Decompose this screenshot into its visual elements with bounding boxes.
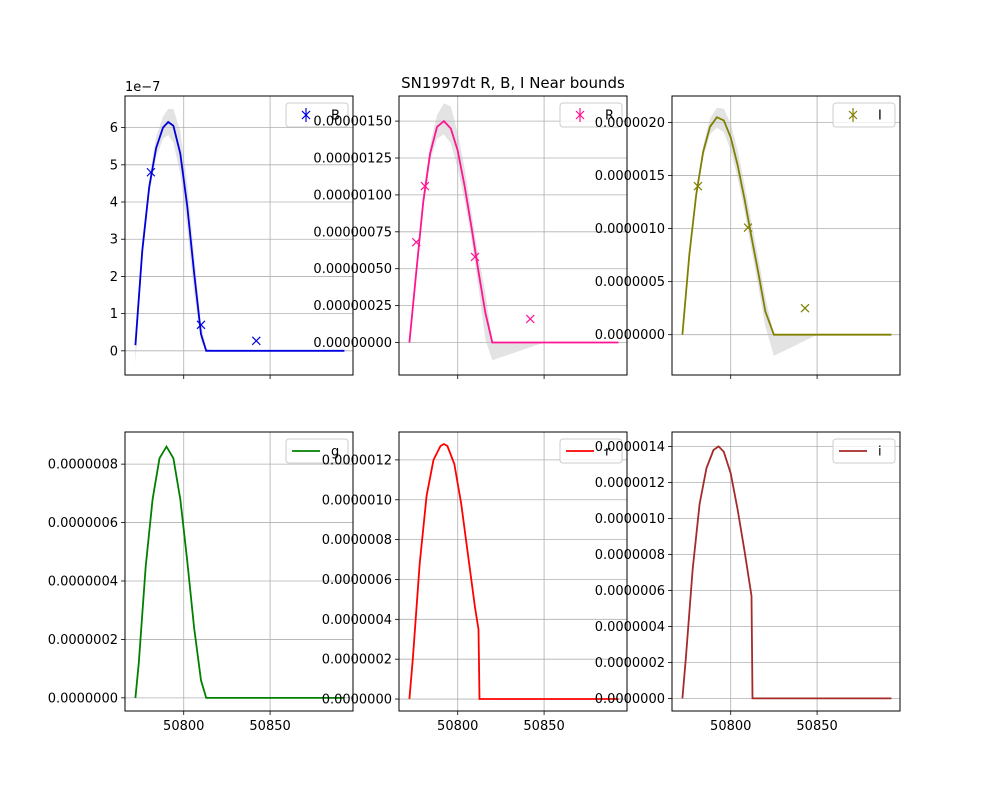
y-tick-label: 1	[110, 307, 118, 322]
y-tick-label: 0	[110, 344, 118, 359]
y-tick-label: 0.00000150	[313, 115, 392, 130]
x-tick-label: 50800	[710, 719, 751, 734]
subplot-6: 0.0000000 0.0000002 0.0000004 0.0000006 0.00…	[595, 432, 900, 734]
plot-area	[125, 432, 353, 711]
y-tick-label: 0.0000010	[595, 222, 665, 237]
y-tick-label: 0.00000125	[313, 152, 392, 167]
legend-label: I	[878, 109, 882, 124]
y-tick-label: 5	[110, 158, 118, 173]
y-tick-label: 0.0000010	[595, 512, 665, 527]
y-tick-label: 0.0000004	[595, 620, 665, 635]
y-tick-label: 0.0000000	[595, 692, 665, 707]
y-tick-label: 4	[110, 196, 118, 211]
legend-label: i	[878, 445, 882, 460]
x-tick-label: 50800	[437, 719, 478, 734]
y-tick-label: 0.0000008	[595, 548, 665, 563]
y-tick-label: 0.0000000	[322, 693, 392, 708]
y-tick-label: 0.0000012	[322, 453, 392, 468]
y-tick-label: 0.0000020	[595, 116, 665, 131]
y-tick-label: 0.0000004	[48, 574, 118, 589]
subplot-2: 0.00000000 0.00000025 0.00000050 0.00000075…	[313, 96, 627, 379]
y-tick-label: 0.0000000	[595, 328, 665, 343]
subplot-4: 0.0000000 0.0000002 0.0000004 0.0000006 0.00…	[48, 432, 353, 734]
y-tick-label: 0.00000100	[313, 188, 392, 203]
y-tick-label: 0.0000014	[595, 440, 665, 455]
y-tick-label: 0.0000008	[48, 458, 118, 473]
subplot-3: 0.0000000 0.0000005 0.0000010 0.0000015 0.00…	[595, 96, 900, 379]
y-tick-label: 0.0000010	[322, 493, 392, 508]
subplot-5: 0.0000000 0.0000002 0.0000004 0.0000006 0.00…	[322, 432, 627, 734]
y-tick-label: 0.00000075	[313, 225, 392, 240]
y-offset-label: 1e−7	[125, 80, 160, 95]
y-tick-label: 0.00000025	[313, 299, 392, 314]
x-tick-label: 50850	[249, 719, 290, 734]
plot-area	[399, 432, 627, 711]
y-tick-label: 0.0000000	[48, 691, 118, 706]
y-tick-label: 0.0000002	[595, 656, 665, 671]
legend-box	[833, 103, 895, 127]
x-tick-label: 50850	[523, 719, 564, 734]
y-tick-label: 0.0000005	[595, 275, 665, 290]
y-tick-label: 0.00000050	[313, 262, 392, 277]
y-tick-label: 2	[110, 270, 118, 285]
legend: i	[833, 439, 895, 463]
y-tick-label: 0.0000015	[595, 169, 665, 184]
x-tick-label: 50800	[163, 719, 204, 734]
y-tick-label: 0.0000008	[322, 533, 392, 548]
figure-title: SN1997dt R, B, I Near bounds	[401, 74, 625, 92]
legend: I	[833, 103, 895, 127]
y-tick-label: 0.00000000	[313, 336, 392, 351]
y-tick-label: 3	[110, 233, 118, 248]
y-tick-label: 0.0000002	[322, 653, 392, 668]
y-tick-label: 6	[110, 121, 118, 136]
y-tick-label: 0.0000004	[322, 613, 392, 628]
y-tick-label: 0.0000012	[595, 476, 665, 491]
y-tick-label: 0.0000006	[48, 516, 118, 531]
y-tick-label: 0.0000006	[595, 584, 665, 599]
x-tick-label: 50850	[796, 719, 837, 734]
y-tick-label: 0.0000006	[322, 573, 392, 588]
y-tick-label: 0.0000002	[48, 633, 118, 648]
